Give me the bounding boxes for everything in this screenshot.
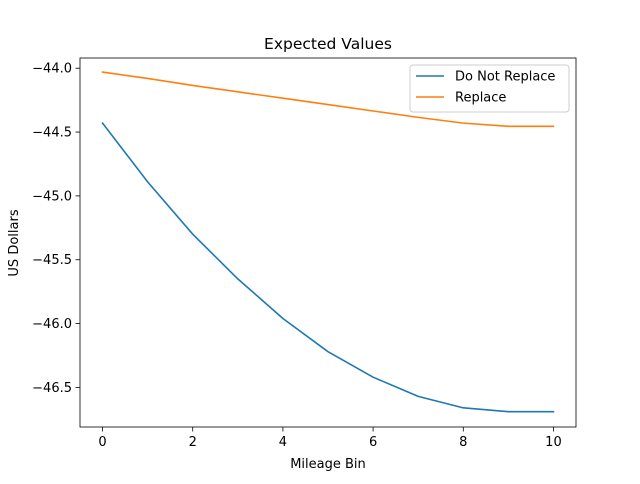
y-axis-label: US Dollars xyxy=(7,209,22,276)
series-lines xyxy=(101,71,555,413)
y-tick-label: −44.5 xyxy=(32,126,72,141)
series-line-do-not-replace xyxy=(101,121,555,413)
series-line-replace xyxy=(101,71,555,128)
legend-box xyxy=(409,64,570,113)
x-tick-label: 2 xyxy=(189,435,197,450)
x-tick-label: 4 xyxy=(279,435,287,450)
y-tick-label: −46.5 xyxy=(32,381,72,396)
y-tick-label: −44.0 xyxy=(32,62,72,77)
y-tick-label: −46.0 xyxy=(32,317,72,332)
axes-frame xyxy=(79,57,577,428)
y-tick-label: −45.0 xyxy=(32,189,72,204)
chart-title: Expected Values xyxy=(264,35,392,53)
y-axis-ticks: −44.0 −44.5 −45.0 −45.5 −46.0 −46.5 xyxy=(32,62,80,396)
legend: Do Not Replace Replace xyxy=(409,64,570,113)
x-axis-label: Mileage Bin xyxy=(290,457,366,472)
legend-label-do-not-replace: Do Not Replace xyxy=(455,70,555,85)
legend-label-replace: Replace xyxy=(455,91,506,106)
x-tick-label: 8 xyxy=(459,435,467,450)
y-tick-label: −45.5 xyxy=(32,253,72,268)
x-axis-ticks: 0 2 4 6 8 10 xyxy=(98,427,562,450)
x-tick-label: 10 xyxy=(545,435,562,450)
x-tick-label: 6 xyxy=(369,435,377,450)
x-tick-label: 0 xyxy=(98,435,106,450)
